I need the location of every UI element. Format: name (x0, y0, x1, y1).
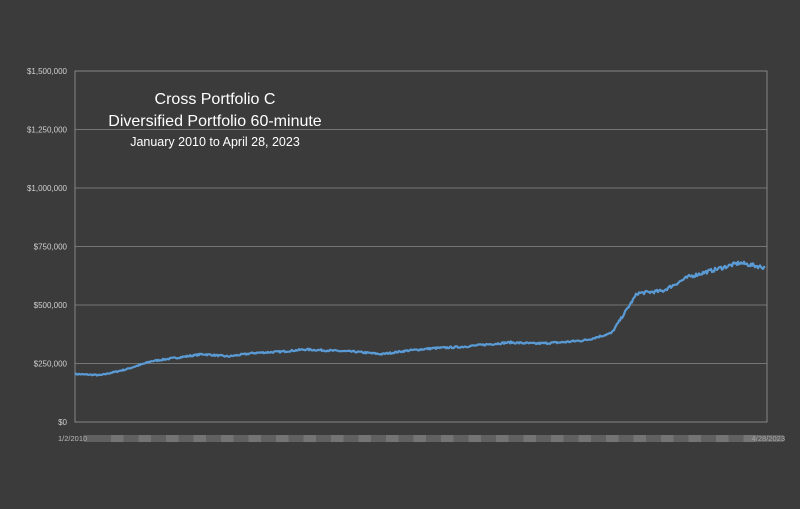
x-tick-mark (413, 435, 454, 442)
grid (75, 129, 767, 364)
title-block: Cross Portfolio C Diversified Portfolio … (108, 91, 322, 149)
y-tick-label: $0 (58, 418, 67, 427)
x-tick-mark (248, 435, 289, 442)
x-tick-mark (193, 435, 234, 442)
x-tick-mark (221, 435, 261, 442)
x-tick-mark (331, 435, 371, 442)
y-tick-label: $250,000 (34, 360, 68, 369)
x-tick-mark (386, 435, 426, 442)
y-tick-label: $500,000 (34, 301, 68, 310)
y-axis: $0 $250,000 $500,000 $750,000 $1,000,000 $1,2… (27, 67, 68, 427)
x-tick-mark (743, 435, 784, 442)
x-tick-first: 1/2/2010 (58, 434, 87, 443)
x-tick-mark (276, 435, 316, 442)
x-tick-mark (716, 435, 756, 442)
x-tick-mark (138, 435, 179, 442)
x-tick-mark (633, 435, 674, 442)
y-tick-label: $1,000,000 (27, 184, 68, 193)
x-tick-mark (496, 435, 536, 442)
x-axis: 1/2/2010 4/28/2023 (58, 434, 785, 443)
x-tick-mark (551, 435, 591, 442)
x-tick-mark (303, 435, 344, 442)
x-tick-mark (523, 435, 564, 442)
x-tick-mark (661, 435, 701, 442)
y-tick-label: $1,250,000 (27, 126, 68, 135)
chart-title-line-1: Cross Portfolio C (155, 91, 276, 108)
x-tick-last: 4/28/2023 (752, 434, 785, 443)
x-tick-mark (441, 435, 481, 442)
x-tick-mark (166, 435, 206, 442)
equity-curve-line (74, 260, 766, 377)
y-tick-label: $750,000 (34, 243, 68, 252)
x-tick-mark (606, 435, 646, 442)
x-tick-mark (578, 435, 619, 442)
series-line (74, 260, 766, 377)
x-tick-mark (468, 435, 509, 442)
x-tick-mark (688, 435, 729, 442)
y-tick-label: $1,500,000 (27, 67, 68, 76)
chart-subtitle: January 2010 to April 28, 2023 (130, 135, 300, 149)
x-tick-mark (358, 435, 399, 442)
x-tick-mark (111, 435, 151, 442)
x-tick-mark (83, 435, 124, 442)
chart-title-line-2: Diversified Portfolio 60-minute (108, 113, 322, 130)
